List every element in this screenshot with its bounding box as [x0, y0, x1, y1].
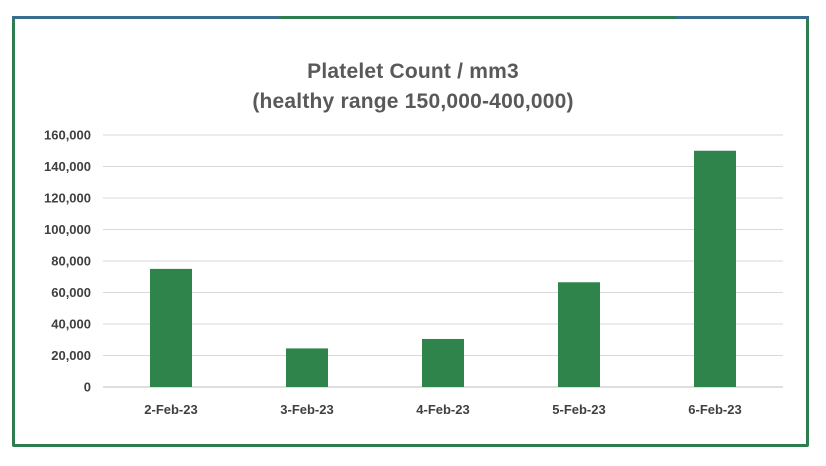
frame-accent-top-right — [676, 16, 809, 19]
bar — [150, 268, 192, 387]
y-tick-label: 40,000 — [51, 317, 91, 332]
bar — [694, 150, 736, 387]
frame-accent-top-left — [12, 16, 280, 19]
chart-title: Platelet Count / mm3 — [307, 60, 519, 83]
x-tick-label: 3-Feb-23 — [280, 402, 333, 417]
chart-frame — [12, 16, 809, 447]
x-tick-label: 6-Feb-23 — [688, 402, 741, 417]
chart-subtitle: (healthy range 150,000-400,000) — [252, 90, 574, 113]
bar — [286, 348, 328, 387]
bar — [422, 338, 464, 387]
x-tick-label: 5-Feb-23 — [552, 402, 605, 417]
x-tick-label: 2-Feb-23 — [144, 402, 197, 417]
y-tick-label: 20,000 — [51, 348, 91, 363]
x-tick-label: 4-Feb-23 — [416, 402, 469, 417]
y-tick-label: 120,000 — [44, 191, 91, 206]
y-tick-label: 160,000 — [44, 128, 91, 143]
y-tick-label: 80,000 — [51, 254, 91, 269]
y-tick-label: 0 — [84, 380, 91, 395]
y-tick-label: 140,000 — [44, 159, 91, 174]
y-tick-label: 100,000 — [44, 222, 91, 237]
bar — [558, 282, 600, 387]
y-tick-label: 60,000 — [51, 285, 91, 300]
